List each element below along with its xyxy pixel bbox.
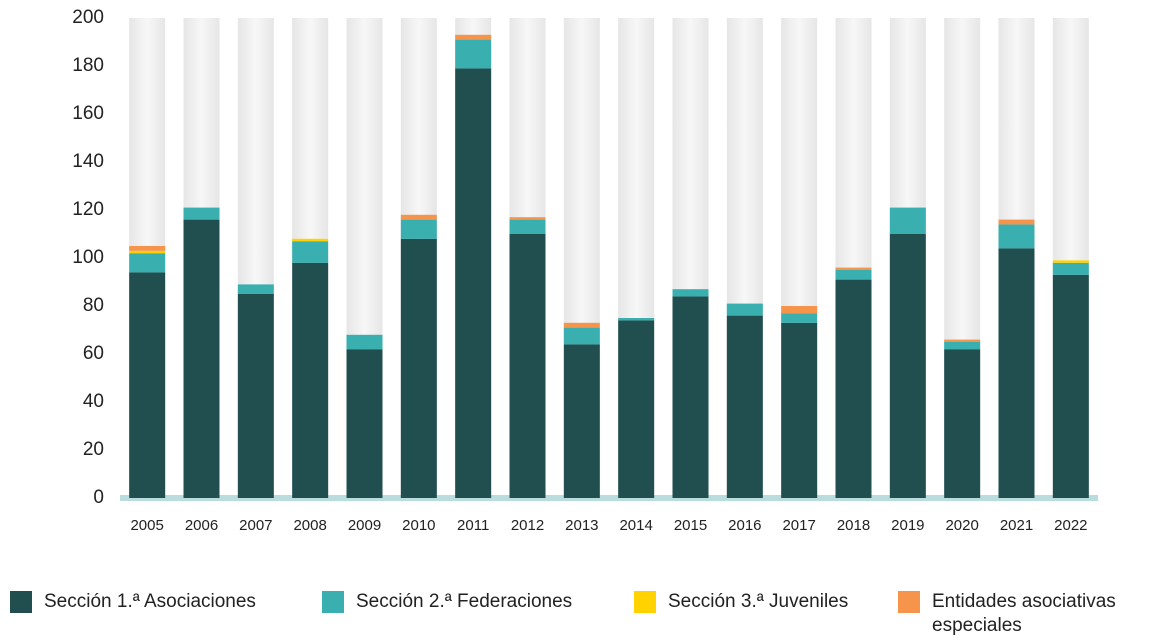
bar-segment: [400, 238, 437, 499]
bar-segment: [129, 253, 166, 273]
bar-segment: [292, 238, 329, 242]
y-tick-label: 180: [72, 55, 104, 76]
bar-segment: [346, 349, 383, 498]
bar-segment: [455, 34, 492, 40]
x-tick-label: 2019: [891, 517, 924, 534]
y-tick-label: 60: [83, 343, 104, 364]
bar-segment: [400, 219, 437, 239]
x-tick-label: 2016: [728, 517, 761, 534]
x-tick-label: 2005: [130, 517, 163, 534]
bar-segment: [563, 327, 600, 345]
y-tick-label: 20: [83, 439, 104, 460]
legend-item: Sección 2.ª Federaciones: [322, 590, 572, 614]
bar-segment: [183, 219, 220, 498]
bar-segment: [726, 315, 763, 498]
y-tick-label: 200: [72, 7, 104, 28]
bar-segment: [129, 272, 166, 498]
x-tick-label: 2010: [402, 517, 435, 534]
bar-segment: [1052, 262, 1089, 275]
bar-segment: [618, 320, 655, 498]
bar-segment: [129, 246, 166, 251]
bar-segment: [998, 219, 1035, 225]
bar-segment: [1052, 274, 1089, 498]
bar-segment: [183, 207, 220, 220]
bar-segment: [889, 234, 926, 498]
y-tick-label: 120: [72, 199, 104, 220]
x-tick-label: 2012: [511, 517, 544, 534]
bar-segment: [509, 219, 546, 234]
chart: 0 20 40 60 80 100 120 140 160 180 200 2005 2006 2007 2…: [72, 7, 1098, 534]
bar-segment: [563, 322, 600, 328]
legend-swatch: [634, 591, 656, 613]
bar-segment: [1052, 260, 1089, 263]
bar-segment: [563, 344, 600, 498]
bar-segment: [672, 289, 709, 297]
bar-segment: [346, 334, 383, 350]
legend-item: Sección 1.ª Asociaciones: [10, 590, 256, 614]
legend-swatch: [898, 591, 920, 613]
bar-segment: [781, 322, 818, 498]
x-tick-label: 2006: [185, 517, 218, 534]
legend-label: Entidades asociativas especiales: [932, 591, 1116, 636]
bar-segment: [998, 224, 1035, 249]
bar-segment: [129, 250, 166, 254]
x-tick-label: 2015: [674, 517, 707, 534]
x-tick-label: 2011: [457, 517, 489, 534]
x-tick-label: 2009: [348, 517, 381, 534]
legend-label: Sección 2.ª Federaciones: [356, 591, 573, 612]
bar-segment: [618, 318, 655, 321]
bar-segment: [672, 296, 709, 498]
x-tick-label: 2007: [239, 517, 272, 534]
x-tick-label: 2013: [565, 517, 598, 534]
bar-segment: [237, 284, 274, 294]
x-tick-label: 2021: [1000, 517, 1033, 534]
x-tick-label: 2022: [1054, 517, 1087, 534]
bar-segment: [944, 339, 981, 342]
bar-segment: [455, 68, 492, 499]
bar-segment: [889, 207, 926, 234]
y-tick-label: 100: [72, 247, 104, 268]
bar-segment: [509, 217, 546, 220]
bar-segment: [835, 279, 872, 498]
bar-segment: [944, 349, 981, 498]
bar-segment: [455, 39, 492, 69]
bar-segment: [400, 214, 437, 220]
legend-item: Entidades asociativas especiales: [898, 590, 1162, 638]
x-tick-label: 2018: [837, 517, 870, 534]
y-tick-label: 80: [83, 295, 104, 316]
bar-segment: [835, 267, 872, 270]
legend-swatch: [322, 591, 344, 613]
y-tick-label: 140: [72, 151, 104, 172]
legend-item: Sección 3.ª Juveniles: [634, 590, 848, 614]
bar-segment: [835, 270, 872, 280]
bar-segment: [237, 294, 274, 498]
y-tick-label: 0: [93, 487, 104, 508]
baseline: [120, 495, 1098, 501]
bar-segment: [998, 248, 1035, 498]
bar-segment: [292, 262, 329, 498]
bar-segment: [726, 303, 763, 316]
x-tick-label: 2020: [945, 517, 978, 534]
legend: Sección 1.ª Asociaciones Sección 2.ª Fede…: [0, 590, 1169, 640]
bar-segment: [781, 306, 818, 314]
legend-label: Sección 3.ª Juveniles: [668, 591, 849, 612]
y-tick-label: 40: [83, 391, 104, 412]
bar-segment: [781, 313, 818, 323]
x-tick-label: 2014: [619, 517, 652, 534]
bar-segment: [944, 342, 981, 350]
legend-label: Sección 1.ª Asociaciones: [44, 591, 256, 612]
bar-segment: [292, 241, 329, 263]
x-tick-label: 2008: [293, 517, 326, 534]
x-tick-label: 2017: [782, 517, 815, 534]
bar-segment: [509, 234, 546, 498]
y-tick-label: 160: [72, 103, 104, 124]
legend-swatch: [10, 591, 32, 613]
